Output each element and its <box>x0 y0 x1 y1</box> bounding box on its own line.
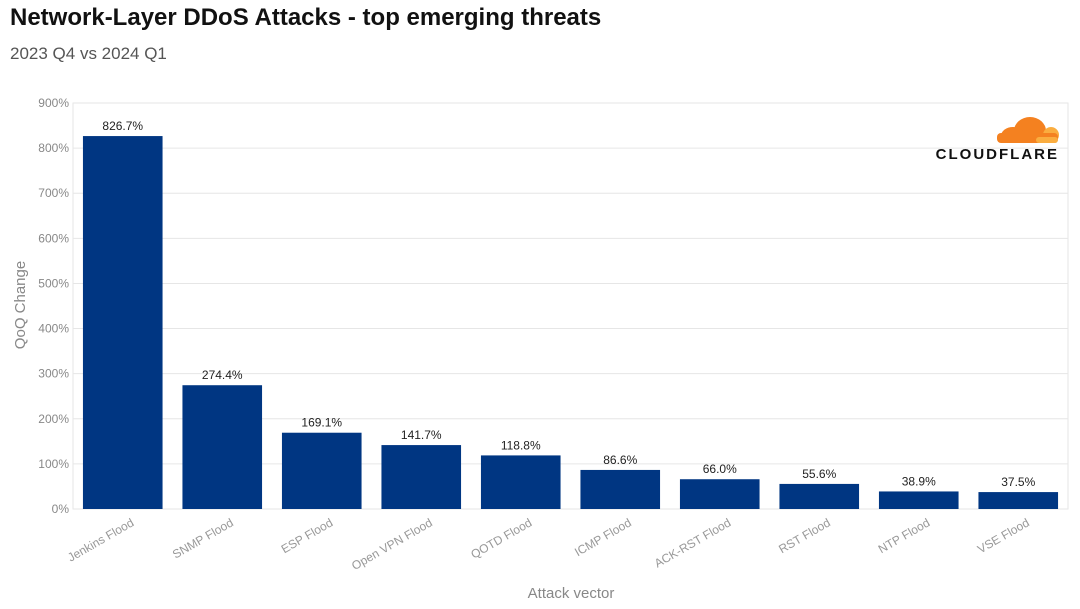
x-tick-label: Jenkins Flood <box>65 515 136 564</box>
bar <box>679 479 760 509</box>
x-tick-label: QOTD Flood <box>468 515 534 561</box>
y-axis-ticks: 0% 100% 200% 300% 400% 500% 600% 700% 800% 900% <box>38 96 69 516</box>
x-tick-label: VSE Flood <box>975 515 1032 556</box>
bar <box>182 385 263 509</box>
y-tick-label: 400% <box>38 322 69 336</box>
y-tick-label: 100% <box>38 457 69 471</box>
y-tick-label: 300% <box>38 367 69 381</box>
cloud-icon <box>995 117 1061 146</box>
cloudflare-logo-text: CLOUDFLARE <box>936 146 1059 163</box>
bar <box>779 483 860 509</box>
grid-lines <box>72 102 1069 510</box>
x-tick-label: NTP Flood <box>876 515 932 556</box>
data-label: 86.6% <box>603 453 637 467</box>
data-label: 66.0% <box>703 462 737 476</box>
x-axis-ticks: Jenkins Flood SNMP Flood ESP Flood Open VPN… <box>65 515 1032 572</box>
data-label: 118.8% <box>501 438 541 452</box>
chart-subtitle: 2023 Q4 vs 2024 Q1 <box>10 44 167 63</box>
data-label: 37.5% <box>1001 475 1035 489</box>
y-tick-label: 500% <box>38 276 69 290</box>
data-label: 826.7% <box>102 119 143 133</box>
x-tick-label: ESP Flood <box>279 515 335 556</box>
bar <box>480 455 561 509</box>
bar <box>978 492 1059 509</box>
chart-title: Network-Layer DDoS Attacks - top emergin… <box>10 4 602 31</box>
data-labels: 826.7% 274.4% 169.1% 141.7% 118.8% 86.6% 66.0%… <box>102 119 1035 489</box>
bar <box>580 469 661 509</box>
y-tick-label: 900% <box>38 96 69 110</box>
bars <box>82 136 1059 509</box>
x-tick-label: ACK-RST Flood <box>652 515 733 570</box>
y-tick-label: 700% <box>38 186 69 200</box>
bar <box>281 432 362 509</box>
x-axis-label: Attack vector <box>528 585 615 602</box>
data-label: 38.9% <box>902 474 936 488</box>
data-label: 169.1% <box>301 416 342 430</box>
y-tick-label: 800% <box>38 141 69 155</box>
bar <box>381 445 462 509</box>
y-tick-label: 600% <box>38 231 69 245</box>
x-tick-label: Open VPN Flood <box>349 515 435 572</box>
y-tick-label: 0% <box>52 502 70 516</box>
bar <box>878 491 959 509</box>
y-axis-label: QoQ Change <box>12 261 29 349</box>
x-tick-label: RST Flood <box>776 515 832 556</box>
x-tick-label: SNMP Flood <box>170 515 236 561</box>
cloudflare-logo: CLOUDFLARE <box>936 117 1061 163</box>
data-label: 141.7% <box>401 428 442 442</box>
data-label: 55.6% <box>802 467 836 481</box>
bar <box>82 136 163 509</box>
y-tick-label: 200% <box>38 412 69 426</box>
x-tick-label: ICMP Flood <box>572 515 634 559</box>
data-label: 274.4% <box>202 368 243 382</box>
